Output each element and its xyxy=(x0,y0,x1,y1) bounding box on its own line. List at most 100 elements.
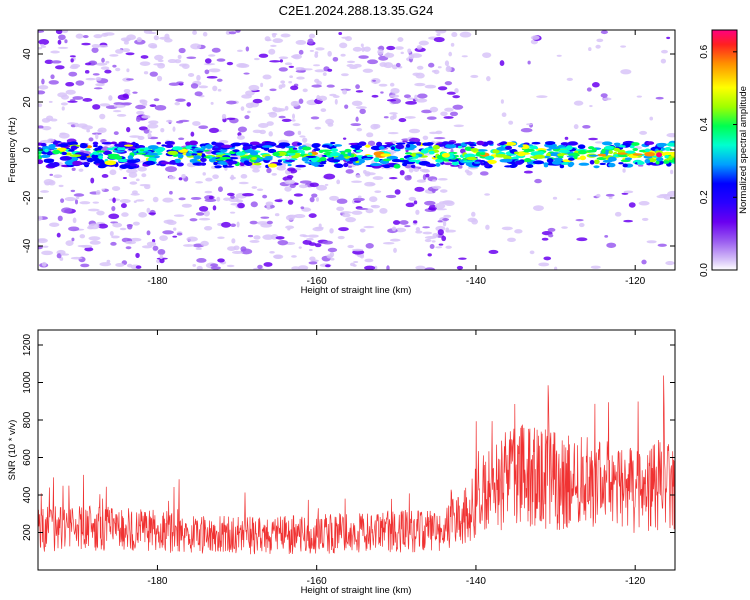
spectrogram-cell xyxy=(297,265,309,270)
spectrogram-cell xyxy=(235,199,244,203)
spectrogram-cell xyxy=(532,160,545,165)
spectrogram-cell xyxy=(240,174,248,179)
spectrogram-cell xyxy=(326,158,333,162)
spectrogram-cell xyxy=(88,223,100,230)
spectrogram-cell xyxy=(319,156,327,162)
spectrogram-cell xyxy=(527,60,531,65)
spectrogram-cell xyxy=(618,162,624,165)
spectrogram-cell xyxy=(284,159,296,163)
spectrogram-cell xyxy=(139,99,146,103)
spectrogram-cell xyxy=(637,161,645,165)
spectrogram-cell xyxy=(566,155,576,158)
spectrogram-cell xyxy=(322,72,327,76)
spectrogram-cell xyxy=(341,36,349,39)
spectrogram-cell xyxy=(135,178,140,182)
spectrogram-cell xyxy=(69,141,79,146)
spectrogram-cell xyxy=(656,143,665,148)
spectrogram-cell xyxy=(327,247,338,253)
spectrogram-cell xyxy=(72,217,77,224)
spectrogram-cell xyxy=(99,103,110,107)
spectrogram-cell xyxy=(606,242,617,248)
spectrogram-cell xyxy=(349,66,358,70)
spectrogram-cell xyxy=(276,162,283,166)
spectrogram-cell xyxy=(75,196,80,200)
spectrogram-cell xyxy=(397,37,404,42)
spectrogram-cell xyxy=(215,152,224,155)
spectrogram-cell xyxy=(135,199,145,202)
spectrogram-cell xyxy=(125,52,135,56)
spectrogram-cell xyxy=(408,167,414,173)
spectrogram-cell xyxy=(595,44,601,49)
spectrogram-cell xyxy=(162,197,174,203)
spectrogram-cell xyxy=(38,90,46,95)
spectrogram-cell xyxy=(97,129,104,133)
spectrogram-cell xyxy=(355,149,363,153)
spectrogram-cell xyxy=(195,212,205,216)
spectrogram-cell xyxy=(82,162,90,166)
spectrogram-cell xyxy=(484,193,490,196)
spectrogram-cell xyxy=(663,194,673,200)
spectrogram-cell xyxy=(38,125,44,129)
spectrogram-cell xyxy=(198,125,209,129)
spectrogram-cell xyxy=(437,229,444,236)
spectrogram-cell xyxy=(260,82,264,88)
spectrogram-cell xyxy=(437,220,443,223)
spectrogram-cell xyxy=(421,109,433,114)
y-tick-label: 0 xyxy=(22,147,33,153)
spectrogram-cell xyxy=(240,106,245,111)
spectrogram-cell xyxy=(126,223,133,228)
spectrogram-cell xyxy=(198,163,206,166)
spectrogram-cell xyxy=(252,129,263,134)
spectrogram-cell xyxy=(200,240,209,247)
spectrogram-cell xyxy=(355,106,367,110)
spectrogram-cell xyxy=(536,95,548,98)
x-tick-label: -140 xyxy=(466,576,486,587)
spectrogram-cell xyxy=(129,163,138,167)
spectrogram-cell xyxy=(202,31,208,37)
snr-panel: -180 -160 -140 -120 200 400 600 800 1000 1200 Hei… xyxy=(7,329,676,596)
spectrogram-cell xyxy=(523,148,535,152)
spectrogram-cell xyxy=(291,255,297,258)
spectrogram-cell xyxy=(560,142,569,146)
spectrogram-cell xyxy=(177,54,182,59)
spectrogram-cell xyxy=(121,48,131,53)
spectrogram-cell xyxy=(290,85,299,91)
y-tick-label: 1000 xyxy=(22,371,33,394)
spectrogram-cell xyxy=(190,43,202,50)
spectrogram-cell xyxy=(274,213,280,217)
spectrogram-cell xyxy=(104,69,112,74)
spectrogram-cell xyxy=(436,33,441,37)
spectrogram-cell xyxy=(146,241,157,247)
spectrogram-cell xyxy=(308,261,318,265)
spectrogram-cell xyxy=(101,174,109,178)
spectrogram-cell xyxy=(146,152,159,156)
spectrogram-cell xyxy=(214,165,222,169)
spectrogram-cell xyxy=(637,164,644,167)
spectrogram-cell xyxy=(664,147,672,152)
y-tick-label: 400 xyxy=(22,486,33,503)
spectrogram-cell xyxy=(41,78,45,85)
spectrogram-cell xyxy=(378,146,385,150)
spectrogram-cell xyxy=(133,200,137,204)
spectrogram-cell xyxy=(348,142,358,145)
spectrogram-cell xyxy=(382,242,395,245)
spectrogram-cell xyxy=(249,141,260,146)
spectrogram-cell xyxy=(95,83,105,87)
spectrogram-cell xyxy=(657,243,667,247)
spectrogram-cell xyxy=(260,216,270,219)
spectrogram-cell xyxy=(109,169,117,176)
spectrogram-cell xyxy=(358,55,369,59)
spectrogram-cell xyxy=(253,235,261,240)
spectrogram-cell xyxy=(221,113,227,120)
spectrogram-cell xyxy=(377,49,384,55)
spectrogram-cell xyxy=(413,168,420,172)
spectrogram-cell xyxy=(92,144,98,148)
spectrogram-cell xyxy=(429,244,435,249)
spectrogram-cell xyxy=(308,242,317,246)
spectrogram-cell xyxy=(305,155,317,159)
spectrogram-cell xyxy=(314,69,326,73)
spectrogram-cell xyxy=(309,196,315,203)
spectrogram-panel: -180 -160 -140 -120 -40 -20 0 20 40 Height of st… xyxy=(7,29,676,296)
spectrogram-cell xyxy=(382,164,391,169)
spectrogram-cell xyxy=(267,163,278,168)
